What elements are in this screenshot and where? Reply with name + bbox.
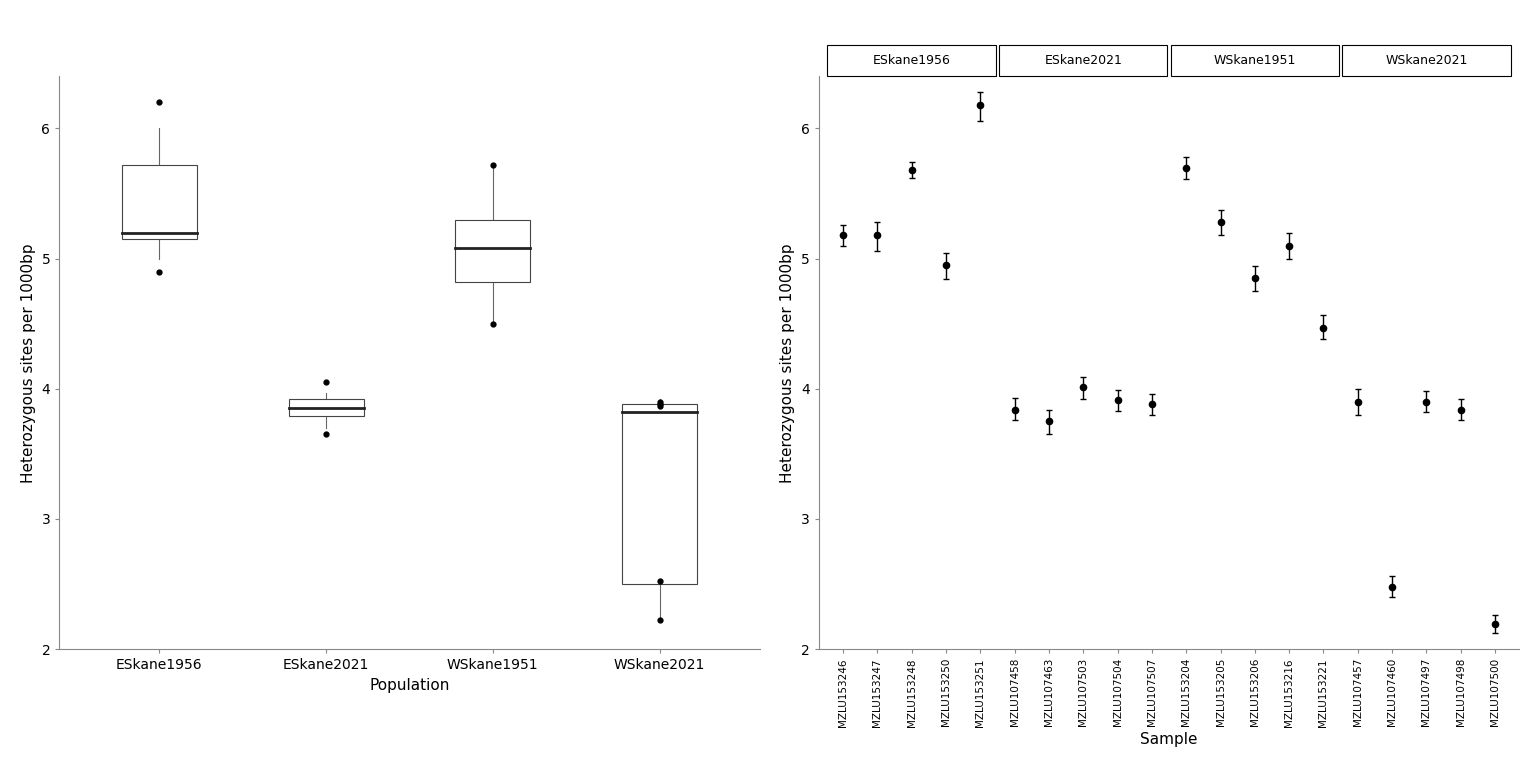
X-axis label: Population: Population (370, 677, 450, 693)
Bar (288, 399, 363, 416)
Bar (122, 165, 197, 239)
Y-axis label: Heterozygous sites per 1000bp: Heterozygous sites per 1000bp (781, 243, 796, 482)
FancyBboxPatch shape (1170, 45, 1338, 76)
Text: WSkane1951: WSkane1951 (1214, 55, 1297, 67)
FancyBboxPatch shape (827, 45, 996, 76)
X-axis label: Sample: Sample (1140, 732, 1198, 747)
Bar (622, 405, 698, 584)
Text: ESkane1956: ESkane1956 (873, 55, 950, 67)
FancyBboxPatch shape (999, 45, 1167, 76)
Text: ESkane2021: ESkane2021 (1044, 55, 1123, 67)
FancyBboxPatch shape (1343, 45, 1511, 76)
Bar (456, 220, 530, 282)
Text: WSkane2021: WSkane2021 (1386, 55, 1468, 67)
Y-axis label: Heterozygous sites per 1000bp: Heterozygous sites per 1000bp (22, 243, 35, 482)
